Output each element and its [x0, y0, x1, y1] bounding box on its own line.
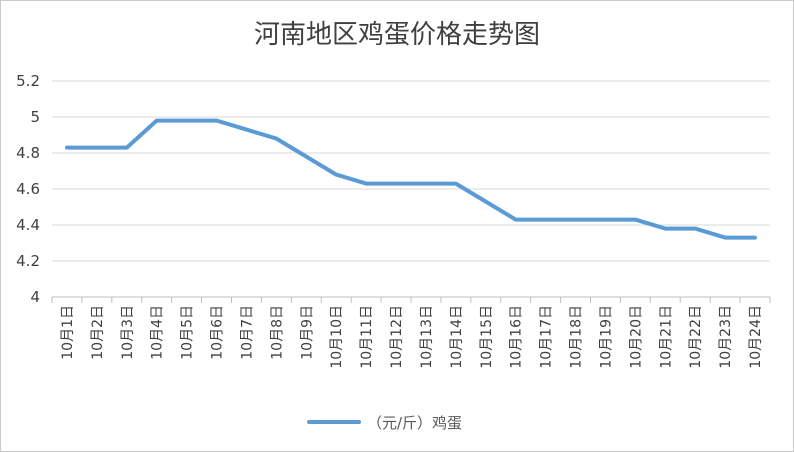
y-tick-label: 5.2: [16, 72, 40, 90]
x-tick-label: 10月24日: [748, 305, 764, 369]
y-tick-label: 5: [30, 108, 40, 126]
x-tick-label: 10月14日: [449, 305, 465, 369]
x-tick-label: 10月16日: [509, 305, 525, 369]
chart-title: 河南地区鸡蛋价格走势图: [254, 20, 540, 50]
x-tick-label: 10月7日: [239, 305, 255, 360]
x-tick-label: 10月9日: [299, 305, 315, 360]
x-tick-label: 10月18日: [569, 305, 585, 369]
x-tick-label: 10月5日: [180, 305, 196, 360]
x-tick-label: 10月12日: [389, 305, 405, 369]
x-tick-label: 10月8日: [269, 305, 285, 360]
y-tick-label: 4.4: [16, 216, 40, 234]
x-tick-label: 10月22日: [688, 305, 704, 369]
x-tick-label: 10月2日: [90, 305, 106, 360]
series-line: [65, 118, 757, 240]
x-tick-label: 10月11日: [359, 305, 375, 369]
y-tick-label: 4.6: [16, 180, 40, 198]
series-layer: [65, 118, 757, 240]
x-tick-label: 10月23日: [718, 305, 734, 369]
y-tick-label: 4.8: [16, 144, 40, 162]
x-tick-label: 10月4日: [150, 305, 166, 360]
x-tick-label: 10月3日: [120, 305, 136, 360]
x-tick-label: 10月15日: [479, 305, 495, 369]
x-tick-label: 10月10日: [329, 305, 345, 369]
y-tick-label: 4.2: [16, 252, 40, 270]
x-tick-label: 10月20日: [628, 305, 644, 369]
legend: （元/斤）鸡蛋: [307, 414, 462, 432]
grid-lines: [52, 80, 770, 298]
x-tick-label: 10月17日: [539, 305, 555, 369]
legend-label: （元/斤）鸡蛋: [367, 414, 462, 432]
x-axis: 10月1日 10月2日 10月3日 10月4日 10月5日 10月6日 10月7日 10月8日…: [51, 296, 771, 369]
y-axis: 4 4.2 4.4 4.6 4.8 5 5.2: [16, 72, 40, 306]
x-tick-label: 10月6日: [210, 305, 226, 360]
x-tick-label: 10月1日: [60, 305, 76, 360]
x-tick-label: 10月19日: [598, 305, 614, 369]
y-tick-label: 4: [30, 288, 40, 306]
x-tick-label: 10月13日: [419, 305, 435, 369]
x-tick-label: 10月21日: [658, 305, 674, 369]
